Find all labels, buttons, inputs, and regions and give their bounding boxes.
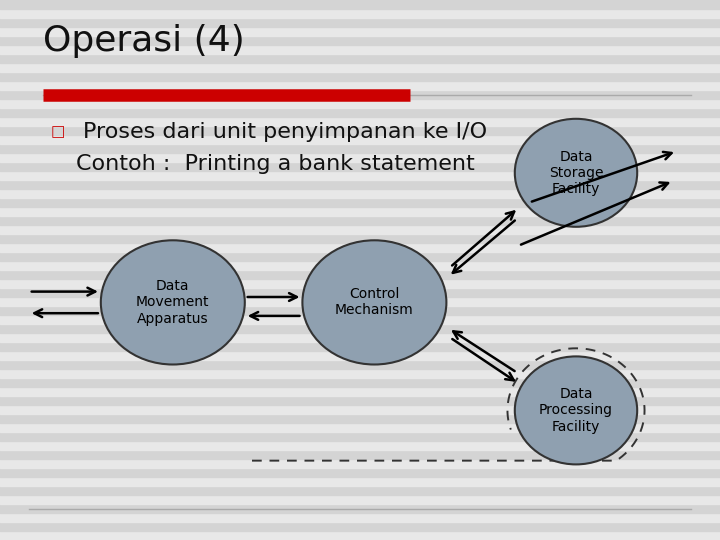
Bar (0, 513, 720, 522)
Bar (0, 63, 720, 72)
Bar (0, 423, 720, 432)
Bar (0, 81, 720, 90)
Bar (0, 180, 720, 189)
Bar (0, 414, 720, 423)
Ellipse shape (515, 119, 637, 227)
Bar (0, 153, 720, 162)
Bar (0, 144, 720, 153)
Bar (0, 207, 720, 216)
Bar (0, 477, 720, 486)
Text: □: □ (50, 124, 65, 139)
Bar (0, 306, 720, 315)
Text: Contoh :  Printing a bank statement: Contoh : Printing a bank statement (76, 154, 474, 174)
Bar (0, 198, 720, 207)
Bar (0, 459, 720, 468)
Bar (0, 396, 720, 405)
Bar (0, 315, 720, 324)
Bar (0, 504, 720, 513)
Bar (0, 117, 720, 126)
Bar (0, 9, 720, 18)
Bar (0, 351, 720, 360)
Bar (0, 531, 720, 540)
Ellipse shape (302, 240, 446, 364)
Bar (0, 486, 720, 495)
Bar (0, 468, 720, 477)
Text: Operasi (4): Operasi (4) (43, 24, 245, 58)
Ellipse shape (101, 240, 245, 364)
Bar (0, 162, 720, 171)
Bar (0, 54, 720, 63)
Text: Proses dari unit penyimpanan ke I/O: Proses dari unit penyimpanan ke I/O (83, 122, 487, 141)
Bar (0, 36, 720, 45)
Bar (0, 333, 720, 342)
Bar (0, 189, 720, 198)
Bar (0, 378, 720, 387)
Bar (0, 405, 720, 414)
Bar (0, 369, 720, 378)
Bar (0, 342, 720, 351)
Bar (0, 216, 720, 225)
Bar (0, 261, 720, 270)
Bar (0, 450, 720, 459)
Text: Data
Processing
Facility: Data Processing Facility (539, 387, 613, 434)
Bar (0, 45, 720, 54)
Bar (0, 234, 720, 243)
Bar (0, 441, 720, 450)
Bar (0, 18, 720, 27)
Text: Control
Mechanism: Control Mechanism (335, 287, 414, 318)
Bar (0, 90, 720, 99)
Bar (0, 252, 720, 261)
Bar (0, 108, 720, 117)
Ellipse shape (515, 356, 637, 464)
Bar (0, 225, 720, 234)
Bar (0, 0, 720, 9)
Bar (0, 135, 720, 144)
Bar (0, 522, 720, 531)
Bar (0, 27, 720, 36)
Bar (0, 360, 720, 369)
Bar (0, 288, 720, 297)
Bar (0, 99, 720, 108)
Bar (0, 72, 720, 81)
Bar (0, 432, 720, 441)
Bar (0, 495, 720, 504)
Text: Data
Movement
Apparatus: Data Movement Apparatus (136, 279, 210, 326)
Bar (0, 243, 720, 252)
Text: Data
Storage
Facility: Data Storage Facility (549, 150, 603, 196)
Bar (0, 270, 720, 279)
Bar (0, 279, 720, 288)
Bar (0, 387, 720, 396)
Bar (0, 171, 720, 180)
Bar (0, 126, 720, 135)
Bar (0, 324, 720, 333)
Bar (0, 297, 720, 306)
